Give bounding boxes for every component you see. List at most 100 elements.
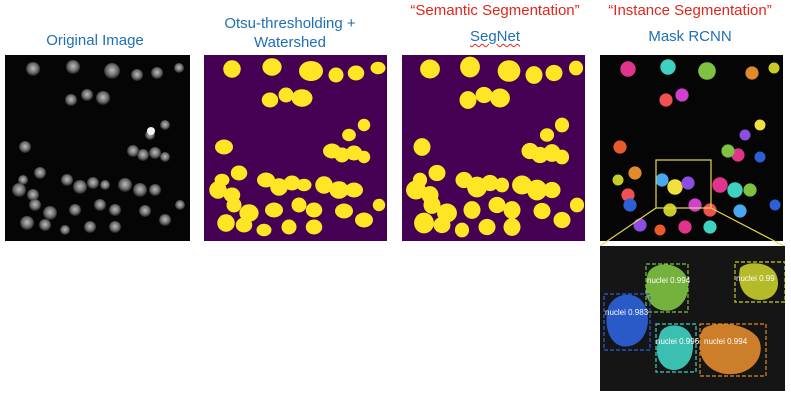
- nucleus: [731, 148, 745, 162]
- nucleus: [372, 198, 386, 212]
- nucleus: [620, 61, 636, 77]
- nucleus: [96, 91, 110, 105]
- nucleus: [305, 219, 323, 235]
- nucleus: [65, 94, 77, 106]
- detection-label-cyan: nuclei 0.996: [656, 337, 700, 346]
- detection-cyan: nuclei 0.996: [655, 323, 700, 373]
- nucleus: [256, 223, 272, 237]
- nucleus: [414, 212, 434, 234]
- nucleus: [628, 166, 642, 180]
- nucleus: [139, 205, 151, 217]
- segnet-mask: [402, 55, 585, 241]
- nucleus: [459, 91, 477, 109]
- nucleus: [215, 139, 233, 155]
- nucleus: [291, 197, 307, 213]
- nucleus: [745, 66, 759, 80]
- otsu-title-line2: Watershed: [254, 34, 326, 51]
- original-image: [5, 55, 190, 241]
- original-image-panel: [5, 55, 190, 241]
- segnet-title-text: SegNet: [469, 28, 521, 45]
- detection-green: nuclei 0.994: [645, 263, 691, 313]
- nucleus: [478, 218, 496, 236]
- nucleus: [667, 179, 683, 195]
- detection-label-green: nuclei 0.994: [647, 276, 691, 285]
- nucleus: [137, 149, 149, 161]
- nucleus: [527, 179, 547, 201]
- nucleus: [151, 67, 163, 79]
- nucleus: [147, 127, 155, 135]
- nucleus: [488, 196, 506, 214]
- nucleus: [345, 182, 363, 198]
- nucleus: [329, 181, 349, 199]
- nucleus: [291, 89, 313, 107]
- zoomed-detections: nuclei 0.994 nuclei 0.983 nuclei 0.996 n…: [600, 246, 785, 391]
- mask-rcnn-panel: [600, 55, 783, 241]
- nucleus: [39, 219, 51, 231]
- nucleus: [226, 197, 242, 213]
- nucleus: [149, 147, 161, 159]
- nucleus: [299, 61, 323, 81]
- nucleus: [81, 89, 93, 101]
- nucleus: [281, 219, 297, 235]
- nucleus: [104, 63, 120, 79]
- nucleus: [87, 177, 99, 189]
- nucleus: [568, 60, 584, 76]
- nucleus: [703, 203, 717, 217]
- nucleus: [712, 177, 728, 193]
- nucleus: [494, 177, 510, 193]
- nucleus: [278, 87, 294, 103]
- nucleus: [525, 66, 543, 84]
- otsu-mask-blobs: [209, 58, 386, 237]
- nucleus: [503, 201, 521, 219]
- nucleus: [323, 143, 341, 159]
- nucleus: [239, 204, 259, 222]
- nucleus: [533, 202, 551, 220]
- nucleus: [100, 180, 110, 190]
- nucleus: [94, 199, 106, 211]
- nucleus: [109, 204, 121, 216]
- nucleus: [12, 183, 26, 197]
- nucleus: [61, 174, 73, 186]
- segnet-mask-blobs: [406, 56, 585, 238]
- nucleus: [109, 221, 121, 233]
- zoom-region-box: [655, 159, 712, 209]
- nucleus: [27, 189, 39, 201]
- otsu-title-line1: Otsu-thresholding +: [224, 15, 356, 32]
- semantic-segmentation-category: “Semantic Segmentation”: [410, 2, 580, 19]
- nucleus: [475, 86, 493, 104]
- nucleus: [460, 56, 480, 78]
- nucleus: [159, 214, 171, 226]
- nucleus: [315, 176, 333, 194]
- nucleus: [328, 67, 344, 83]
- nucleus: [217, 214, 235, 232]
- nucleus: [675, 88, 689, 102]
- nucleus: [545, 64, 563, 82]
- nucleus: [118, 178, 132, 192]
- nucleus: [721, 144, 735, 158]
- nucleus: [428, 164, 446, 182]
- nucleus: [355, 212, 373, 228]
- nucleus: [463, 201, 481, 219]
- nucleus: [654, 224, 666, 236]
- nucleus: [681, 176, 695, 190]
- nucleus: [768, 62, 780, 74]
- nucleus: [406, 180, 426, 200]
- nucleus: [754, 151, 766, 163]
- nucleus: [133, 183, 147, 197]
- nucleus: [727, 182, 743, 198]
- nucleus: [678, 220, 692, 234]
- detection-blue: nuclei 0.983: [603, 293, 651, 351]
- nucleus: [754, 119, 766, 131]
- nucleus: [769, 199, 781, 211]
- nucleus: [160, 152, 170, 162]
- mask-rcnn-title: Mask RCNN: [648, 28, 732, 45]
- rcnn-instances: [612, 59, 781, 236]
- nucleus: [18, 175, 28, 185]
- nucleus: [663, 203, 677, 217]
- nucleus: [60, 225, 70, 235]
- nucleus: [73, 180, 87, 194]
- original-image-title: Original Image: [46, 32, 144, 49]
- nucleus: [175, 200, 185, 210]
- nucleus: [621, 188, 635, 202]
